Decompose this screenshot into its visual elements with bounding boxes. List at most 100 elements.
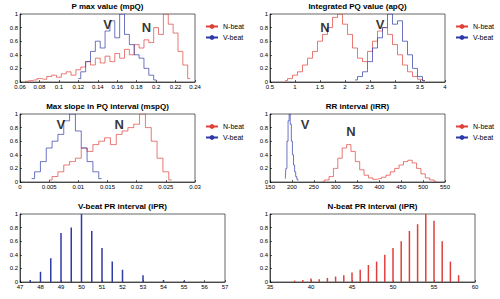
svg-text:0.18: 0.18	[131, 84, 143, 90]
svg-text:N-beat: N-beat	[473, 23, 494, 30]
svg-text:0.2: 0.2	[260, 65, 269, 71]
svg-text:150: 150	[265, 184, 276, 190]
svg-text:0.4: 0.4	[10, 252, 19, 258]
svg-text:0.6: 0.6	[260, 238, 269, 244]
svg-text:0.4: 0.4	[260, 152, 269, 158]
svg-text:0.24: 0.24	[189, 84, 201, 90]
svg-text:0.6: 0.6	[10, 38, 19, 44]
svg-text:49: 49	[58, 284, 65, 290]
svg-text:1: 1	[265, 111, 269, 117]
svg-text:0.16: 0.16	[111, 84, 123, 90]
svg-text:1: 1	[265, 11, 269, 17]
svg-text:N: N	[114, 117, 123, 132]
svg-text:0.06: 0.06	[14, 84, 26, 90]
svg-text:0.2: 0.2	[10, 265, 19, 271]
svg-text:250: 250	[309, 184, 320, 190]
svg-text:50: 50	[390, 284, 397, 290]
svg-text:48: 48	[37, 284, 44, 290]
svg-text:0.1: 0.1	[55, 84, 64, 90]
svg-text:56: 56	[201, 284, 208, 290]
svg-text:V: V	[103, 17, 112, 32]
svg-text:50: 50	[78, 284, 85, 290]
svg-text:54: 54	[160, 284, 167, 290]
svg-text:0.8: 0.8	[10, 125, 19, 131]
svg-text:0.4: 0.4	[260, 52, 269, 58]
svg-text:N: N	[320, 20, 329, 35]
svg-text:0.4: 0.4	[10, 152, 19, 158]
svg-text:3.5: 3.5	[416, 84, 425, 90]
svg-text:0.6: 0.6	[260, 38, 269, 44]
svg-text:N-beat: N-beat	[223, 123, 244, 130]
svg-text:4: 4	[443, 84, 447, 90]
svg-text:V-beat PR interval (iPR): V-beat PR interval (iPR)	[78, 202, 167, 211]
svg-text:0.6: 0.6	[10, 238, 19, 244]
svg-text:1: 1	[15, 111, 19, 117]
svg-text:P max value (mpQ): P max value (mpQ)	[72, 2, 144, 11]
svg-text:V-beat: V-beat	[223, 34, 243, 41]
svg-text:0.02: 0.02	[131, 184, 143, 190]
svg-text:300: 300	[331, 184, 342, 190]
svg-text:60: 60	[472, 284, 479, 290]
svg-text:1.5: 1.5	[316, 84, 325, 90]
svg-text:0.8: 0.8	[10, 225, 19, 231]
svg-text:0.01: 0.01	[72, 184, 84, 190]
svg-text:V-beat: V-beat	[473, 34, 493, 41]
svg-text:0.08: 0.08	[34, 84, 46, 90]
svg-text:Integrated PQ value (apQ): Integrated PQ value (apQ)	[308, 2, 407, 11]
svg-text:0.6: 0.6	[260, 138, 269, 144]
svg-text:N: N	[346, 124, 355, 139]
svg-text:0.4: 0.4	[10, 52, 19, 58]
svg-text:450: 450	[396, 184, 407, 190]
svg-text:0.22: 0.22	[170, 84, 182, 90]
svg-text:1: 1	[15, 211, 19, 217]
svg-text:40: 40	[308, 284, 315, 290]
svg-text:0: 0	[18, 184, 22, 190]
svg-text:55: 55	[181, 284, 188, 290]
svg-text:35: 35	[267, 284, 274, 290]
svg-text:51: 51	[99, 284, 106, 290]
svg-text:0.2: 0.2	[10, 65, 19, 71]
svg-text:550: 550	[440, 184, 451, 190]
svg-text:0.8: 0.8	[10, 25, 19, 31]
svg-text:N: N	[142, 20, 151, 35]
svg-text:0.2: 0.2	[10, 165, 19, 171]
svg-text:1: 1	[15, 11, 19, 17]
svg-text:0.03: 0.03	[189, 184, 201, 190]
svg-text:0.8: 0.8	[260, 25, 269, 31]
svg-text:0.14: 0.14	[92, 84, 104, 90]
svg-text:0.6: 0.6	[10, 138, 19, 144]
svg-text:0.005: 0.005	[42, 184, 58, 190]
svg-text:350: 350	[352, 184, 363, 190]
svg-text:1: 1	[293, 84, 297, 90]
svg-text:57: 57	[222, 284, 229, 290]
svg-text:N-beat: N-beat	[473, 123, 494, 130]
svg-text:0.5: 0.5	[266, 84, 275, 90]
svg-text:V: V	[56, 117, 65, 132]
svg-text:47: 47	[17, 284, 24, 290]
svg-text:45: 45	[349, 284, 356, 290]
svg-text:V-beat: V-beat	[223, 134, 243, 141]
svg-text:3: 3	[393, 84, 397, 90]
svg-text:52: 52	[119, 284, 126, 290]
svg-text:0.8: 0.8	[260, 225, 269, 231]
svg-text:V-beat: V-beat	[473, 134, 493, 141]
svg-text:0.12: 0.12	[72, 84, 84, 90]
svg-text:53: 53	[140, 284, 147, 290]
svg-text:0.015: 0.015	[100, 184, 116, 190]
svg-text:0.025: 0.025	[158, 184, 174, 190]
svg-text:N-beat PR interval (iPR): N-beat PR interval (iPR)	[328, 202, 418, 211]
svg-text:500: 500	[418, 184, 429, 190]
svg-text:0.2: 0.2	[260, 165, 269, 171]
svg-text:2.5: 2.5	[366, 84, 375, 90]
svg-text:N-beat: N-beat	[223, 23, 244, 30]
svg-text:0.8: 0.8	[260, 125, 269, 131]
svg-text:V: V	[376, 17, 385, 32]
svg-text:Max slope in PQ interval (mspQ: Max slope in PQ interval (mspQ)	[46, 102, 169, 111]
svg-text:RR interval (iRR): RR interval (iRR)	[326, 102, 390, 111]
svg-text:0.4: 0.4	[260, 252, 269, 258]
svg-text:55: 55	[431, 284, 438, 290]
svg-text:400: 400	[374, 184, 385, 190]
svg-text:2: 2	[343, 84, 347, 90]
svg-text:200: 200	[287, 184, 298, 190]
svg-text:V: V	[301, 117, 310, 132]
